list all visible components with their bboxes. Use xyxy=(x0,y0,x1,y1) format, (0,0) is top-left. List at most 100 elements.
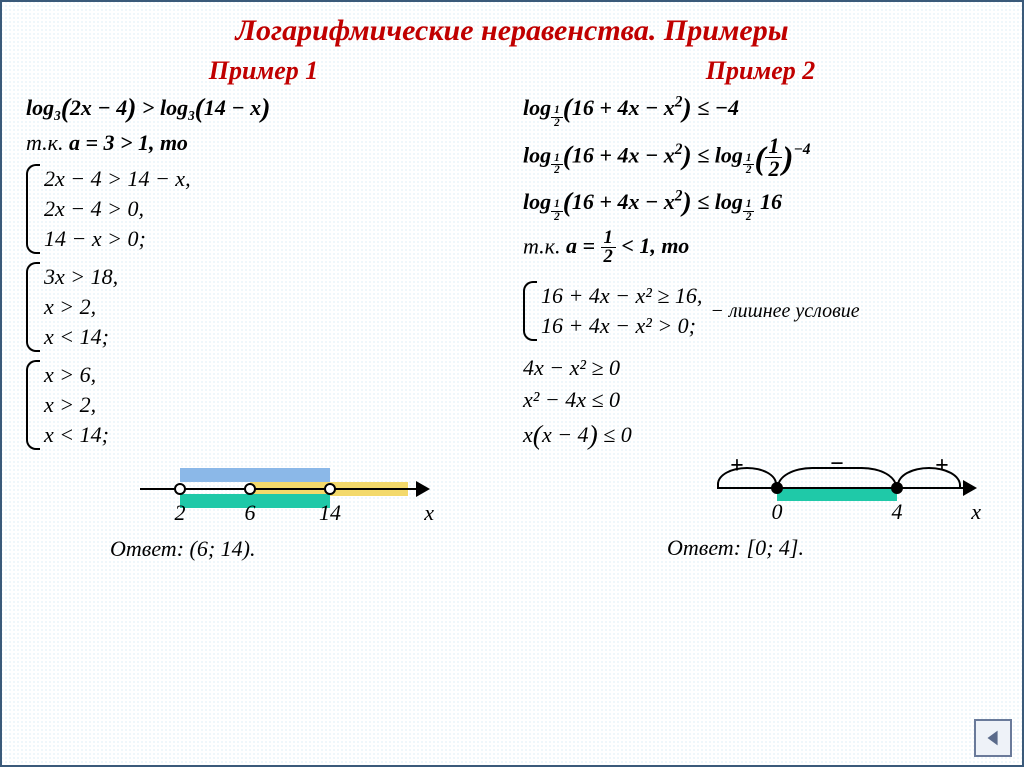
pow: −4 xyxy=(793,141,810,158)
system-lines: x > 6, x > 2, x < 14; xyxy=(44,360,109,450)
fn: log xyxy=(26,95,54,120)
l: x xyxy=(523,422,533,447)
title-text: Логарифмические неравенства. Примеры xyxy=(235,14,788,47)
band-blue xyxy=(180,468,330,482)
content-columns: Пример 1 log3(2x − 4) > log3(14 − x) т.к… xyxy=(20,56,1004,562)
closed-point xyxy=(771,482,783,494)
ex1-inequality: log3(2x − 4) > log3(14 − x) xyxy=(26,92,507,124)
a-eq: a = xyxy=(566,233,601,258)
frac-d: 2 xyxy=(743,212,755,223)
ex2-step-c: x(x − 4) ≤ 0 xyxy=(523,419,1004,451)
band-teal xyxy=(777,489,897,501)
cmp: ≤ −4 xyxy=(692,95,739,120)
ex1-system-2: 3x > 18, x > 2, x < 14; xyxy=(26,262,507,352)
x-label: x xyxy=(424,500,434,526)
ex2-condition: т.к. a = 12 < 1, то xyxy=(523,229,1004,267)
sys-line: 2x − 4 > 0, xyxy=(44,194,191,224)
p: x − 4 xyxy=(542,422,589,447)
ex2-heading: Пример 2 xyxy=(517,56,1004,86)
answer-value: (6; 14). xyxy=(190,536,256,561)
open-point xyxy=(174,483,186,495)
frac-d: 2 xyxy=(551,212,563,223)
text: 16 + 4x − x² > 0; xyxy=(541,313,696,338)
fn: log xyxy=(715,142,743,167)
sys-line: x > 2, xyxy=(44,390,109,420)
tick-label: 2 xyxy=(175,500,186,526)
sys-line: 3x > 18, xyxy=(44,262,118,292)
ex1-answer: Ответ: (6; 14). xyxy=(110,536,507,562)
brace-icon xyxy=(523,281,537,341)
text: 16 + 4x − x² ≥ 16, xyxy=(541,283,702,308)
fn: log xyxy=(523,142,551,167)
tick-label: 6 xyxy=(245,500,256,526)
ex2-step-b: x² − 4x ≤ 0 xyxy=(523,387,1004,413)
system-lines: 16 + 4x − x² ≥ 16, 16 + 4x − x² > 0; xyxy=(541,281,702,341)
sign: + xyxy=(935,453,949,480)
sys-line: x > 2, xyxy=(44,292,118,322)
nav-back-button[interactable] xyxy=(974,719,1012,757)
frac-n: 1 xyxy=(551,105,563,117)
ex1-number-line: 2 6 14 x xyxy=(140,458,430,528)
t: ≤ 0 xyxy=(598,422,632,447)
frac-n: 1 xyxy=(765,135,782,158)
sys-line: 2x − 4 > 14 − x, xyxy=(44,164,191,194)
open-point xyxy=(244,483,256,495)
ex2-step-a: 4x − x² ≥ 0 xyxy=(523,355,1004,381)
ex2-line2: log12(16 + 4x − x2) ≤ log12(12)−4 xyxy=(523,135,1004,180)
frac-d: 2 xyxy=(743,165,755,176)
cmp: > xyxy=(136,95,160,120)
frac-d: 2 xyxy=(551,165,563,176)
ex1-heading: Пример 1 xyxy=(20,56,507,86)
open-point xyxy=(324,483,336,495)
example-2: Пример 2 log12(16 + 4x − x2) ≤ −4 log12(… xyxy=(517,56,1004,562)
sign: − xyxy=(830,451,844,478)
tick-label: 0 xyxy=(772,499,783,525)
arg: 16 + 4x − x xyxy=(572,142,675,167)
sys-line: 16 + 4x − x² ≥ 16, xyxy=(541,281,702,311)
triangle-left-icon xyxy=(982,727,1004,749)
arrow-icon xyxy=(963,480,977,496)
fn: log xyxy=(160,95,188,120)
sys-line: x < 14; xyxy=(44,420,109,450)
sys-line: x > 6, xyxy=(44,360,109,390)
ex2-line1: log12(16 + 4x − x2) ≤ −4 xyxy=(523,92,1004,129)
arg: 14 − x xyxy=(204,95,261,120)
fn: log xyxy=(715,189,743,214)
ex2-system-row: 16 + 4x − x² ≥ 16, 16 + 4x − x² > 0; − л… xyxy=(517,273,1004,349)
ex1-condition: т.к. a = 3 > 1, то xyxy=(26,130,507,156)
ex2-line3: log12(16 + 4x − x2) ≤ log12 16 xyxy=(523,186,1004,223)
frac-d: 2 xyxy=(601,248,616,267)
answer-label: Ответ: xyxy=(110,536,190,561)
closed-point xyxy=(891,482,903,494)
brace-icon xyxy=(26,262,40,352)
sys-line: 16 + 4x − x² > 0; xyxy=(541,311,702,341)
frac-d: 2 xyxy=(551,118,563,129)
fn: log xyxy=(523,189,551,214)
base: 3 xyxy=(188,108,195,123)
frac-n: 1 xyxy=(743,199,755,211)
tick-label: 4 xyxy=(892,499,903,525)
example-1: Пример 1 log3(2x − 4) > log3(14 − x) т.к… xyxy=(20,56,507,562)
x-label: x xyxy=(971,499,981,525)
arrow-icon xyxy=(416,481,430,497)
prefix: т.к. xyxy=(523,233,566,258)
system-lines: 3x > 18, x > 2, x < 14; xyxy=(44,262,118,352)
arg: 16 + 4x − x xyxy=(572,189,675,214)
body: a = 3 > 1, то xyxy=(69,130,188,155)
page-title: Логарифмические неравенства. Примеры xyxy=(20,14,1004,48)
tick-label: 14 xyxy=(319,500,341,526)
frac-n: 1 xyxy=(551,199,563,211)
sys-line: 14 − x > 0; xyxy=(44,224,191,254)
ex2-sign-line: + − + 0 4 x xyxy=(717,457,977,527)
arc xyxy=(717,467,777,487)
redundant-note: − лишнее условие xyxy=(710,300,859,323)
brace-icon xyxy=(26,360,40,450)
ex2-system-1: 16 + 4x − x² ≥ 16, 16 + 4x − x² > 0; xyxy=(523,281,702,341)
arg: 2x − 4 xyxy=(70,95,127,120)
base: 3 xyxy=(54,108,61,123)
axis xyxy=(717,487,967,489)
sys-line: x < 14; xyxy=(44,322,118,352)
sign: + xyxy=(730,453,744,480)
frac-d: 2 xyxy=(765,158,782,180)
prefix: т.к. xyxy=(26,130,69,155)
